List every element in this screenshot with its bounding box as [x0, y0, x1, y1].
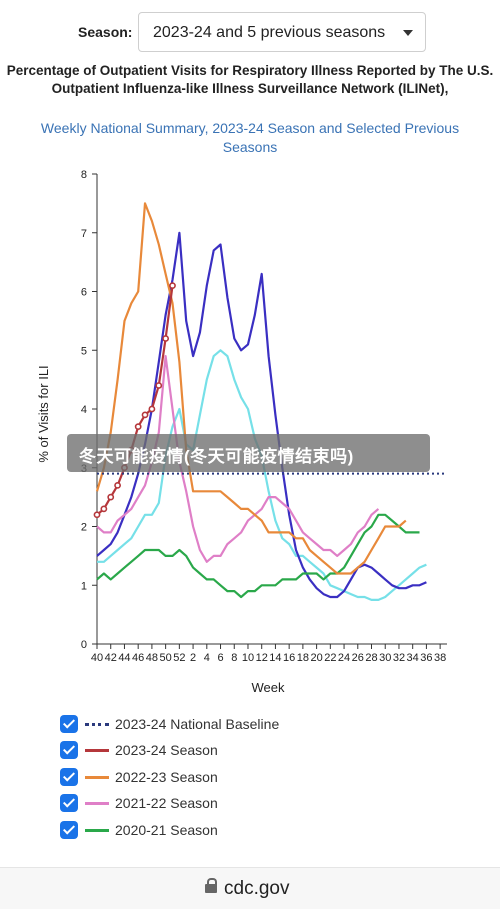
y-tick-label: 1 [81, 580, 87, 592]
x-tick-label: 40 [91, 652, 103, 664]
x-tick-label: 52 [173, 652, 185, 664]
x-tick-label: 14 [269, 652, 281, 664]
x-tick-label: 46 [132, 652, 144, 664]
series-point [100, 505, 108, 513]
series-line-2 [96, 355, 380, 563]
legend-item-2020-21[interactable]: 2020-21 Season [60, 820, 460, 846]
x-tick-label: 6 [217, 652, 223, 664]
checkbox-checked-icon[interactable] [60, 794, 78, 813]
legend-swatch [85, 723, 109, 726]
x-tick-label: 48 [146, 652, 158, 664]
legend-swatch [85, 775, 109, 779]
lock-icon [205, 878, 217, 893]
chart-title: Percentage of Outpatient Visits for Resp… [6, 63, 494, 96]
watermark-overlay: 冬天可能疫情(冬天可能疫情结束吗) [67, 434, 430, 472]
series-point [169, 282, 176, 290]
x-tick-label: 34 [407, 652, 419, 664]
series-line-5 [97, 349, 427, 601]
legend-label: 2023-24 National Baseline [115, 716, 280, 732]
legend-swatch [85, 828, 109, 832]
checkbox-checked-icon[interactable] [60, 715, 78, 733]
legend-label: 2023-24 Season [115, 742, 218, 759]
x-tick-label: 32 [393, 652, 405, 664]
series-point [93, 511, 101, 519]
x-tick-label: 4 [204, 652, 210, 664]
x-tick-label: 24 [338, 652, 350, 664]
legend-item-2023-24[interactable]: 2023-24 Season [60, 740, 460, 766]
legend-item-baseline[interactable]: 2023-24 National Baseline [60, 714, 460, 740]
x-tick-label: 28 [365, 652, 377, 664]
x-tick-label: 50 [160, 652, 172, 664]
y-tick-label: 0 [81, 639, 87, 651]
y-tick-label: 8 [81, 169, 87, 181]
y-tick-label: 5 [81, 345, 87, 357]
x-tick-label: 12 [256, 652, 268, 664]
season-label: Season: [78, 24, 133, 40]
url-text: cdc.gov [224, 878, 290, 899]
series-point [148, 405, 156, 413]
x-tick-label: 20 [310, 652, 322, 664]
x-tick-label: 18 [297, 652, 309, 664]
legend-label: 2021-22 Season [115, 795, 218, 812]
chart-subtitle[interactable]: Weekly National Summary, 2023-24 Season … [40, 120, 460, 155]
x-tick-label: 36 [420, 652, 432, 664]
legend: 2023-24 National Baseline 2023-24 Season… [60, 714, 460, 846]
checkbox-checked-icon[interactable] [60, 767, 78, 786]
x-tick-label: 30 [379, 652, 391, 664]
legend-label: 2020-21 Season [115, 821, 218, 838]
y-axis-label: % of Visits for ILI [36, 365, 51, 462]
series-point [107, 493, 115, 501]
x-tick-label: 22 [324, 652, 336, 664]
legend-swatch [85, 749, 109, 753]
y-tick-label: 7 [81, 228, 87, 240]
ili-line-chart: 0123456784042444648505224681012141618202… [36, 169, 447, 695]
y-tick-label: 2 [81, 522, 87, 534]
series-point [134, 423, 142, 431]
x-axis-label: Week [252, 680, 285, 695]
x-tick-label: 26 [352, 652, 364, 664]
checkbox-checked-icon[interactable] [60, 741, 78, 760]
x-tick-label: 8 [231, 652, 237, 664]
x-tick-label: 42 [105, 652, 117, 664]
browser-address-bar[interactable]: cdc.gov [0, 867, 500, 909]
legend-swatch [85, 802, 109, 806]
x-tick-label: 10 [242, 652, 254, 664]
series-point [162, 335, 170, 342]
x-tick-label: 2 [190, 652, 196, 664]
legend-item-2022-23[interactable]: 2022-23 Season [60, 767, 460, 793]
series-point [114, 481, 121, 489]
y-tick-label: 6 [81, 287, 87, 299]
x-tick-label: 44 [118, 652, 130, 664]
x-tick-label: 38 [434, 652, 446, 664]
season-select[interactable]: 2023-24 and 5 previous seasons [138, 12, 426, 52]
legend-label: 2022-23 Season [115, 768, 218, 785]
series-point [155, 382, 163, 389]
series-line-1 [95, 202, 407, 575]
y-tick-label: 4 [81, 404, 87, 416]
checkbox-checked-icon[interactable] [60, 820, 78, 839]
chevron-down-icon [403, 30, 413, 36]
watermark-text: 冬天可能疫情(冬天可能疫情结束吗) [79, 447, 354, 466]
season-select-value: 2023-24 and 5 previous seasons [153, 24, 386, 41]
legend-item-2021-22[interactable]: 2021-22 Season [60, 793, 460, 819]
x-tick-label: 16 [283, 652, 295, 664]
series-point [141, 411, 149, 419]
season-row: Season: 2023-24 and 5 previous seasons [0, 12, 500, 54]
series-line-3 [96, 513, 420, 599]
